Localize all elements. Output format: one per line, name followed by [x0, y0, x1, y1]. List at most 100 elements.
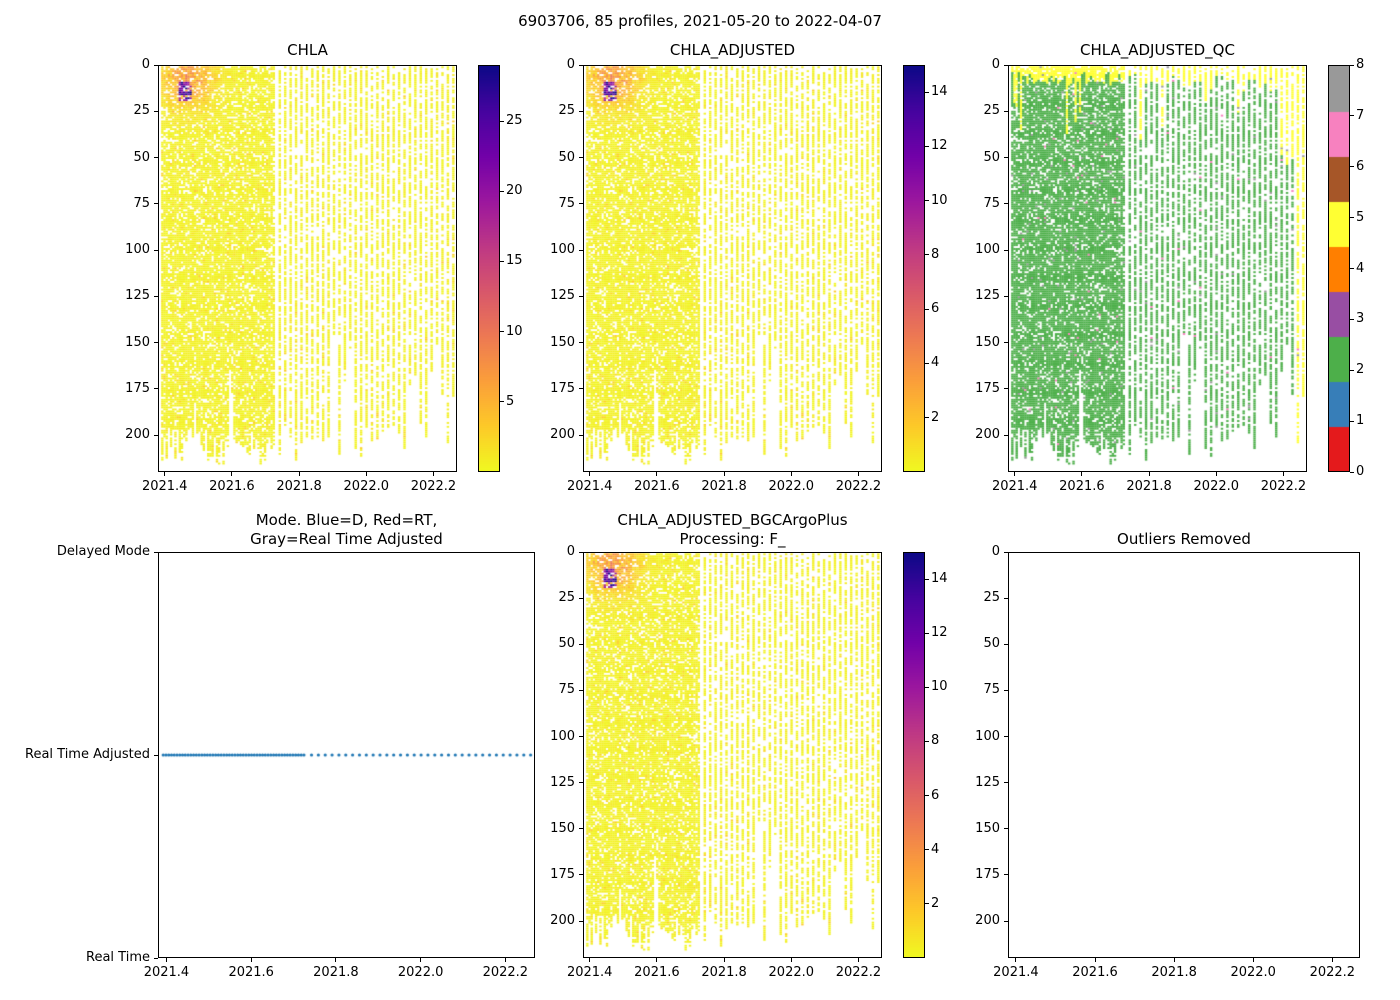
- tick-label: 175: [975, 380, 1000, 396]
- tick-mark: [579, 874, 583, 876]
- tick-label: 2021.6: [209, 479, 255, 494]
- tick-label: 2021.4: [141, 479, 188, 494]
- tick-label: 2022.0: [768, 479, 815, 494]
- tick-label: 150: [975, 820, 1000, 836]
- tick-mark: [1004, 295, 1008, 297]
- colorbar-tick-mark: [925, 145, 929, 147]
- tick-mark: [579, 249, 583, 251]
- panel-title-bgcargoplus: CHLA_ADJUSTED_BGCArgoPlus Processing: F_: [617, 511, 848, 549]
- tick-label: Real Time Adjusted: [25, 747, 150, 762]
- colorbar-canvas-4: [904, 553, 924, 957]
- colorbar-tick-label: 14: [931, 84, 948, 100]
- tick-mark: [589, 958, 591, 962]
- colorbar-tick-label: 14: [931, 571, 948, 587]
- tick-mark: [154, 203, 158, 205]
- tick-label: 2021.6: [1072, 965, 1118, 980]
- colorbar-tick-label: 10: [506, 323, 523, 339]
- tick-mark: [723, 958, 725, 962]
- colorbar-tick-label: 7: [1356, 107, 1365, 123]
- figure-title: 6903706, 85 profiles, 2021-05-20 to 2022…: [518, 12, 882, 30]
- tick-mark: [1004, 342, 1008, 343]
- tick-mark: [1004, 736, 1008, 738]
- tick-mark: [857, 958, 859, 962]
- tick-label: 50: [558, 636, 575, 652]
- colorbar-tick-label: 2: [1356, 362, 1365, 378]
- tick-mark: [857, 472, 859, 476]
- plot-canvas-0: [159, 66, 456, 471]
- tick-label: 100: [975, 242, 1000, 257]
- tick-mark: [1004, 828, 1008, 830]
- colorbar-tick-label: 6: [931, 787, 940, 803]
- colorbar-tick-label: 12: [931, 138, 948, 154]
- tick-mark: [231, 472, 233, 476]
- tick-label: 125: [550, 774, 575, 790]
- tick-label: 2022.0: [1230, 965, 1276, 980]
- tick-mark: [579, 920, 583, 922]
- tick-label: 2021.6: [634, 479, 680, 494]
- tick-mark: [154, 249, 158, 251]
- tick-mark: [1004, 388, 1008, 390]
- tick-mark: [579, 689, 583, 691]
- tick-label: 125: [975, 774, 1000, 790]
- tick-label: 75: [558, 682, 575, 698]
- tick-label: 175: [550, 866, 575, 882]
- tick-label: 2021.4: [143, 965, 190, 980]
- tick-mark: [165, 958, 167, 962]
- colorbar-tick-label: 2: [931, 409, 940, 425]
- tick-mark: [1252, 958, 1254, 962]
- tick-mark: [1004, 874, 1008, 876]
- tick-mark: [579, 828, 583, 830]
- tick-mark: [1331, 958, 1333, 962]
- colorbar-tick-label: 8: [931, 246, 940, 262]
- tick-mark: [1004, 110, 1008, 112]
- colorbar-tick-mark: [1350, 471, 1354, 473]
- colorbar-tick-label: 20: [506, 183, 523, 199]
- colorbar-canvas-2: [1329, 66, 1349, 471]
- tick-label: 150: [550, 820, 575, 836]
- colorbar-tick-mark: [1350, 64, 1354, 66]
- colorbar-tick-mark: [1350, 420, 1354, 422]
- tick-mark: [1014, 472, 1016, 476]
- tick-mark: [1004, 689, 1008, 691]
- colorbar-tick-label: 4: [931, 355, 940, 371]
- tick-mark: [335, 958, 337, 962]
- tick-label: 125: [550, 288, 575, 304]
- tick-mark: [1004, 643, 1008, 645]
- colorbar-canvas-1: [904, 66, 924, 471]
- colorbar-tick-mark: [1350, 217, 1354, 219]
- tick-mark: [579, 551, 583, 553]
- plot-canvas-2: [1009, 66, 1306, 471]
- tick-label: 0: [141, 57, 150, 72]
- colorbar-tick-mark: [500, 331, 504, 333]
- tick-mark: [589, 472, 591, 476]
- tick-label: 2021.4: [993, 965, 1039, 980]
- tick-mark: [656, 472, 658, 476]
- tick-label: 25: [133, 103, 150, 119]
- tick-mark: [154, 295, 158, 297]
- colorbar-tick-mark: [925, 308, 929, 310]
- tick-mark: [154, 157, 158, 158]
- tick-label: 200: [125, 427, 150, 442]
- tick-label: 50: [558, 149, 575, 165]
- tick-label: 2022.0: [343, 479, 390, 494]
- tick-mark: [298, 472, 300, 476]
- tick-mark: [656, 958, 658, 962]
- tick-label: 2021.4: [991, 479, 1038, 494]
- colorbar-tick-mark: [925, 254, 929, 256]
- tick-mark: [154, 754, 158, 756]
- tick-label: 2021.6: [634, 965, 680, 980]
- tick-label: 100: [125, 242, 150, 257]
- colorbar-tick-mark: [1350, 268, 1354, 269]
- tick-label: 0: [566, 57, 575, 72]
- tick-label: 0: [991, 544, 1000, 559]
- colorbar-tick-label: 3: [1356, 311, 1365, 327]
- tick-mark: [154, 110, 158, 112]
- colorbar-tick-label: 8: [931, 733, 940, 749]
- tick-label: 2022.2: [410, 479, 457, 494]
- axes-outliers-removed: [1008, 552, 1360, 958]
- tick-mark: [579, 157, 583, 158]
- tick-mark: [154, 957, 158, 959]
- tick-label: 25: [558, 590, 575, 606]
- colorbar-tick-mark: [925, 91, 929, 93]
